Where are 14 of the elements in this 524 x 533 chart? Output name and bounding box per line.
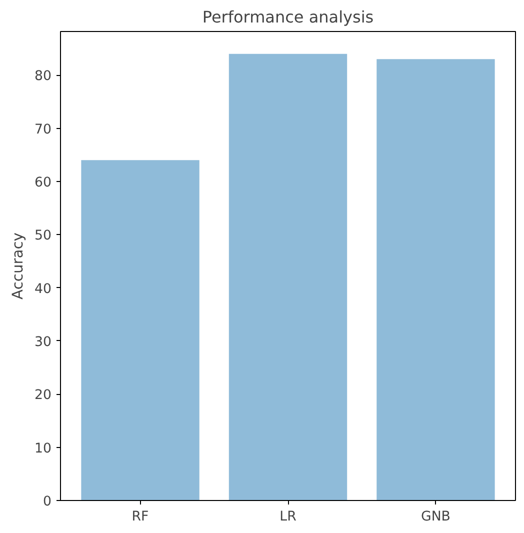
y-tick-label: 0 xyxy=(43,494,52,510)
x-tick-label: LR xyxy=(280,510,296,524)
y-tick-label: 40 xyxy=(34,282,52,297)
y-axis-title: Accuracy xyxy=(10,232,27,300)
y-tick-label: 10 xyxy=(34,441,52,456)
x-tick-label: GNB xyxy=(421,510,450,524)
y-tick-label: 50 xyxy=(34,228,52,244)
chart-title: Performance analysis xyxy=(202,8,374,26)
y-tick-label: 20 xyxy=(34,388,52,404)
y-tick-label: 80 xyxy=(34,69,52,84)
y-tick-label: 30 xyxy=(34,334,52,350)
y-tick-label: 70 xyxy=(34,122,52,138)
y-tick-label: 60 xyxy=(34,175,52,190)
x-tick-label: RF xyxy=(132,510,149,524)
